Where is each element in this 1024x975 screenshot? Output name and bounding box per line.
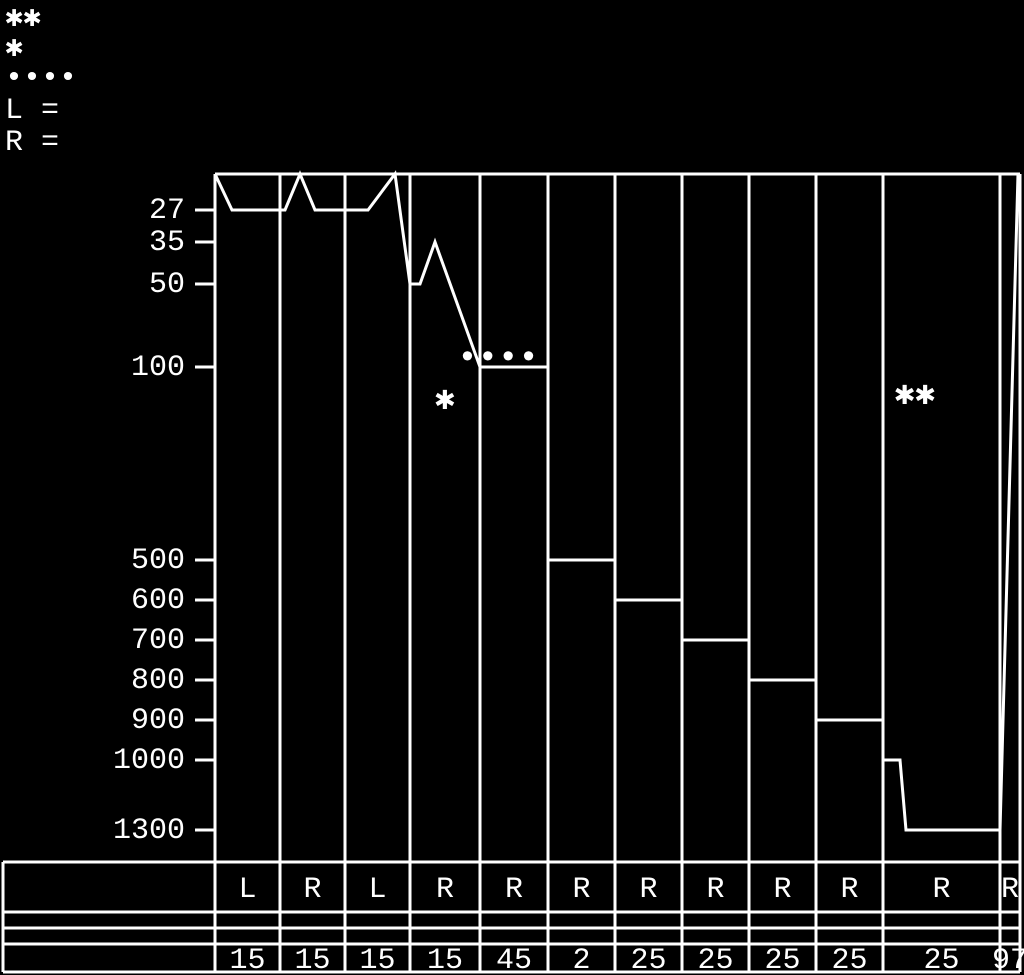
y-axis-label: 100 <box>131 351 185 385</box>
table-cell-side: R <box>1001 873 1019 907</box>
table-cell-side: R <box>840 873 858 907</box>
table-cell-side: L <box>368 873 386 907</box>
table-cell-side: L <box>238 873 256 907</box>
legend-item: ✱ <box>5 32 23 66</box>
table-cell-side: R <box>932 873 950 907</box>
y-axis-label: 700 <box>131 624 185 658</box>
table-cell-value: 15 <box>427 944 463 975</box>
y-axis-label: 1300 <box>113 814 185 848</box>
y-axis-label: 600 <box>131 584 185 618</box>
table-cell-value: 25 <box>697 944 733 975</box>
significance-marker: •••• <box>457 340 539 378</box>
significance-marker: ✱ <box>435 382 455 420</box>
y-axis-label: 800 <box>131 664 185 698</box>
legend-item: L = <box>5 94 59 128</box>
table-cell-value: 25 <box>764 944 800 975</box>
y-axis-label: 1000 <box>113 744 185 778</box>
table-cell-value: 25 <box>630 944 666 975</box>
table-cell-side: R <box>639 873 657 907</box>
legend-item: R = <box>5 126 59 160</box>
table-cell-side: R <box>706 873 724 907</box>
y-axis-label: 500 <box>131 544 185 578</box>
table-cell-value: 15 <box>294 944 330 975</box>
table-cell-side: R <box>773 873 791 907</box>
y-axis-label: 900 <box>131 704 185 738</box>
legend-item: •••• <box>5 62 77 96</box>
table-cell-value: 15 <box>359 944 395 975</box>
depth-chart: 27355010050060070080090010001300✱✱✱••••L… <box>0 0 1024 975</box>
y-axis-label: 50 <box>149 268 185 302</box>
table-cell-value: 25 <box>831 944 867 975</box>
table-cell-value: 15 <box>229 944 265 975</box>
y-axis-label: 35 <box>149 226 185 260</box>
table-cell-side: R <box>303 873 321 907</box>
table-cell-side: R <box>572 873 590 907</box>
legend-item: ✱✱ <box>5 2 41 36</box>
y-axis-label: 27 <box>149 194 185 228</box>
table-cell-value: 97 <box>992 944 1024 975</box>
table-cell-value: 45 <box>496 944 532 975</box>
table-cell-side: R <box>505 873 523 907</box>
table-cell-side: R <box>436 873 454 907</box>
significance-marker: ✱✱ <box>895 377 936 415</box>
table-cell-value: 2 <box>572 944 590 975</box>
table-cell-value: 25 <box>923 944 959 975</box>
